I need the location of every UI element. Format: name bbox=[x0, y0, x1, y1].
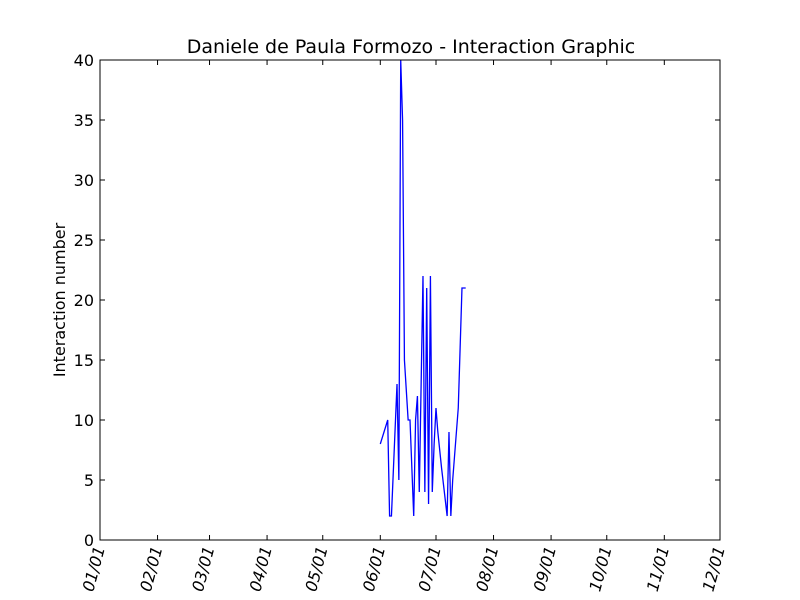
x-tick-label: 03/01 bbox=[188, 544, 218, 593]
x-tick-label: 11/01 bbox=[643, 544, 673, 593]
x-tick-label: 10/01 bbox=[585, 544, 615, 593]
series-line-0 bbox=[379, 59, 466, 517]
y-tick-label: 15 bbox=[74, 351, 94, 370]
y-tick-label: 30 bbox=[74, 171, 94, 190]
x-tick-label: 07/01 bbox=[415, 544, 445, 593]
y-tick-label: 10 bbox=[74, 411, 94, 430]
chart-title: Daniele de Paula Formozo - Interaction G… bbox=[187, 36, 635, 58]
x-tick-label: 01/01 bbox=[79, 544, 109, 593]
y-tick-label: 25 bbox=[74, 231, 94, 250]
x-tick-label: 06/01 bbox=[359, 544, 389, 593]
y-tick-label: 20 bbox=[74, 291, 94, 310]
y-tick-label: 5 bbox=[84, 471, 94, 490]
x-tick-label: 05/01 bbox=[301, 544, 331, 593]
plot-area: 0 5 10 15 20 25 30 35 40 01/01 02/01 03/01 04/01 05/0… bbox=[74, 51, 729, 594]
y-axis-label: Interaction number bbox=[50, 222, 69, 377]
x-tick-label: 09/01 bbox=[530, 544, 560, 593]
x-tick-label: 02/01 bbox=[136, 544, 166, 593]
y-tick-label: 40 bbox=[74, 51, 94, 70]
plot-frame bbox=[99, 59, 721, 541]
x-tick-label: 04/01 bbox=[246, 544, 276, 593]
x-tick-label: 08/01 bbox=[472, 544, 502, 593]
x-tick-label: 12/01 bbox=[699, 544, 729, 593]
y-tick-label: 35 bbox=[74, 111, 94, 130]
y-tick-label: 0 bbox=[84, 531, 94, 550]
